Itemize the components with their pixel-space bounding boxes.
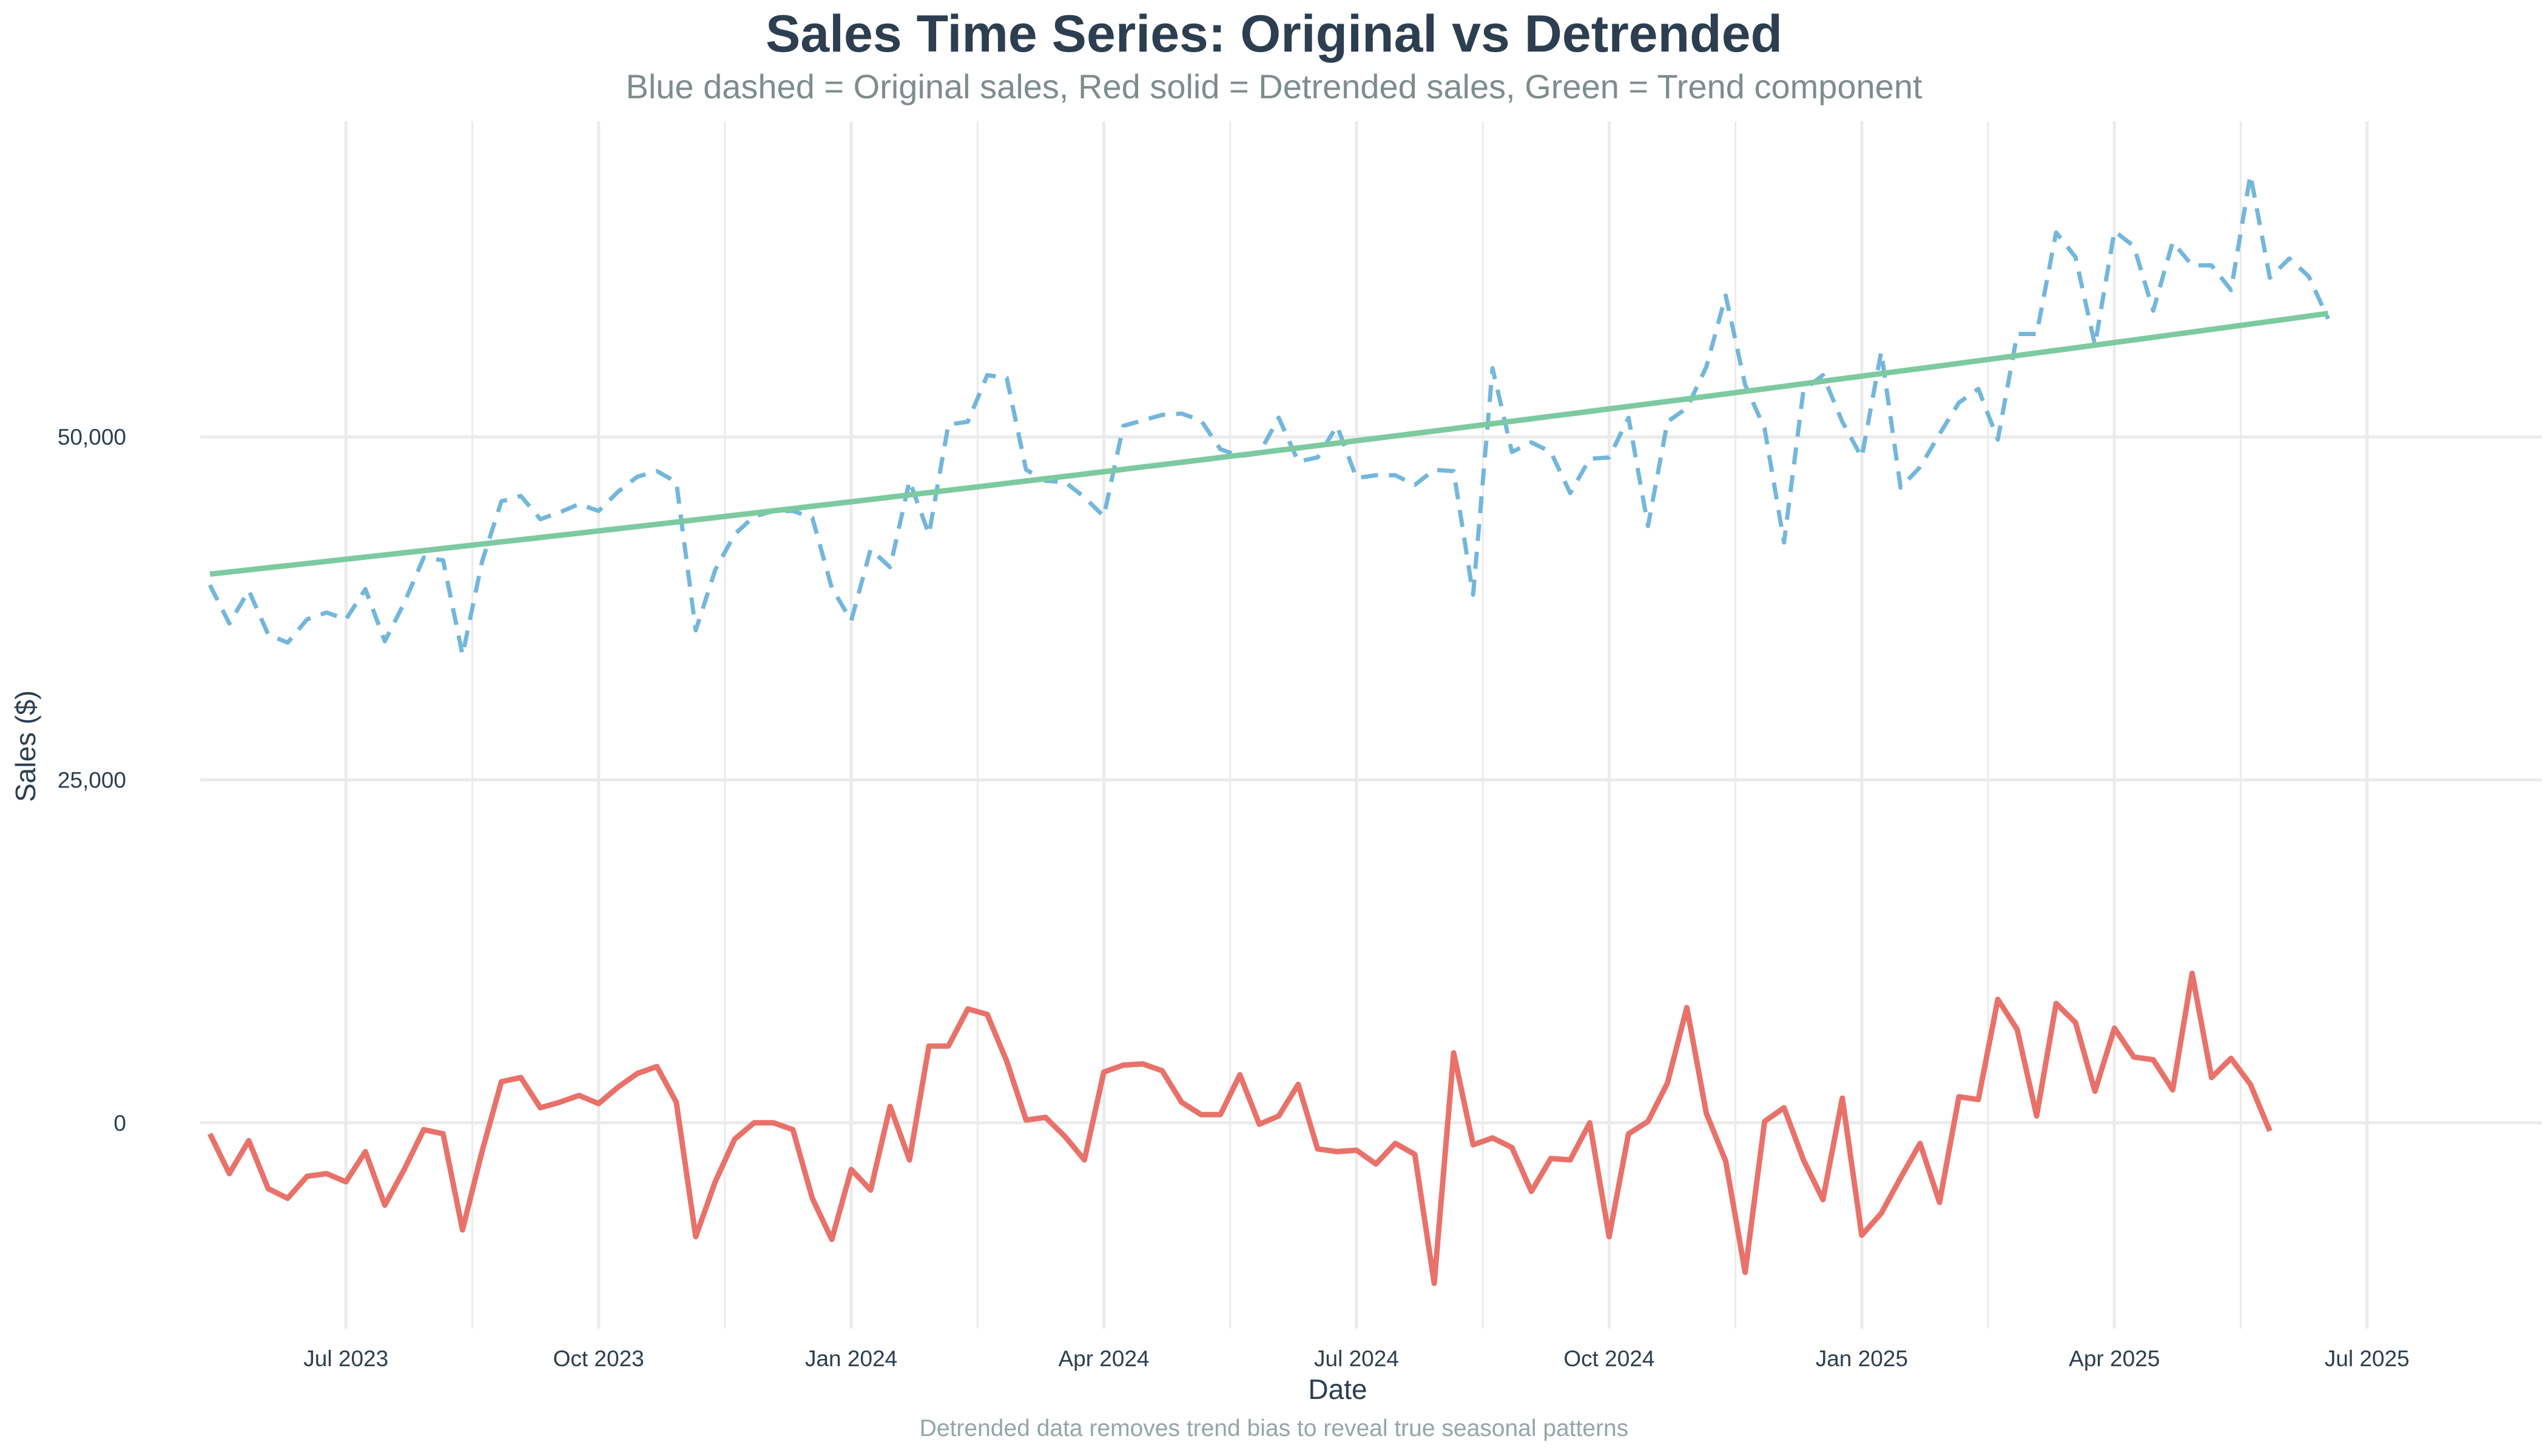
chart-subtitle: Blue dashed = Original sales, Red solid … [625, 67, 1923, 106]
x-tick-label: Apr 2024 [1058, 1346, 1149, 1371]
y-axis-label: Sales ($) [10, 690, 41, 802]
x-tick-label: Oct 2023 [553, 1346, 644, 1371]
y-tick-label: 50,000 [58, 425, 126, 450]
tick-labels: Jul 2023 Oct 2023 Jan 2024 Apr 2024 Jul 2024… [58, 425, 2410, 1371]
trend-component-line [209, 311, 2329, 577]
y-tick-label: 25,000 [58, 767, 126, 792]
x-tick-label: Jul 2024 [1314, 1346, 1399, 1371]
chart-title: Sales Time Series: Original vs Detrended [765, 5, 1783, 63]
x-tick-label: Jul 2023 [303, 1346, 388, 1371]
x-tick-label: Jul 2025 [2325, 1346, 2410, 1371]
x-tick-label: Jan 2024 [805, 1346, 897, 1371]
detrended-sales-line [207, 970, 2273, 1286]
grid-lines [200, 121, 2542, 1329]
series-layer [207, 172, 2330, 1286]
x-axis-label: Date [1308, 1373, 1367, 1405]
chart-caption: Detrended data removes trend bias to rev… [919, 1415, 1629, 1441]
original-sales-line [207, 172, 2330, 658]
x-tick-label: Apr 2025 [2069, 1346, 2160, 1371]
y-tick-label: 0 [113, 1111, 126, 1136]
x-tick-label: Oct 2024 [1563, 1346, 1654, 1371]
x-tick-label: Jan 2025 [1816, 1346, 1908, 1371]
